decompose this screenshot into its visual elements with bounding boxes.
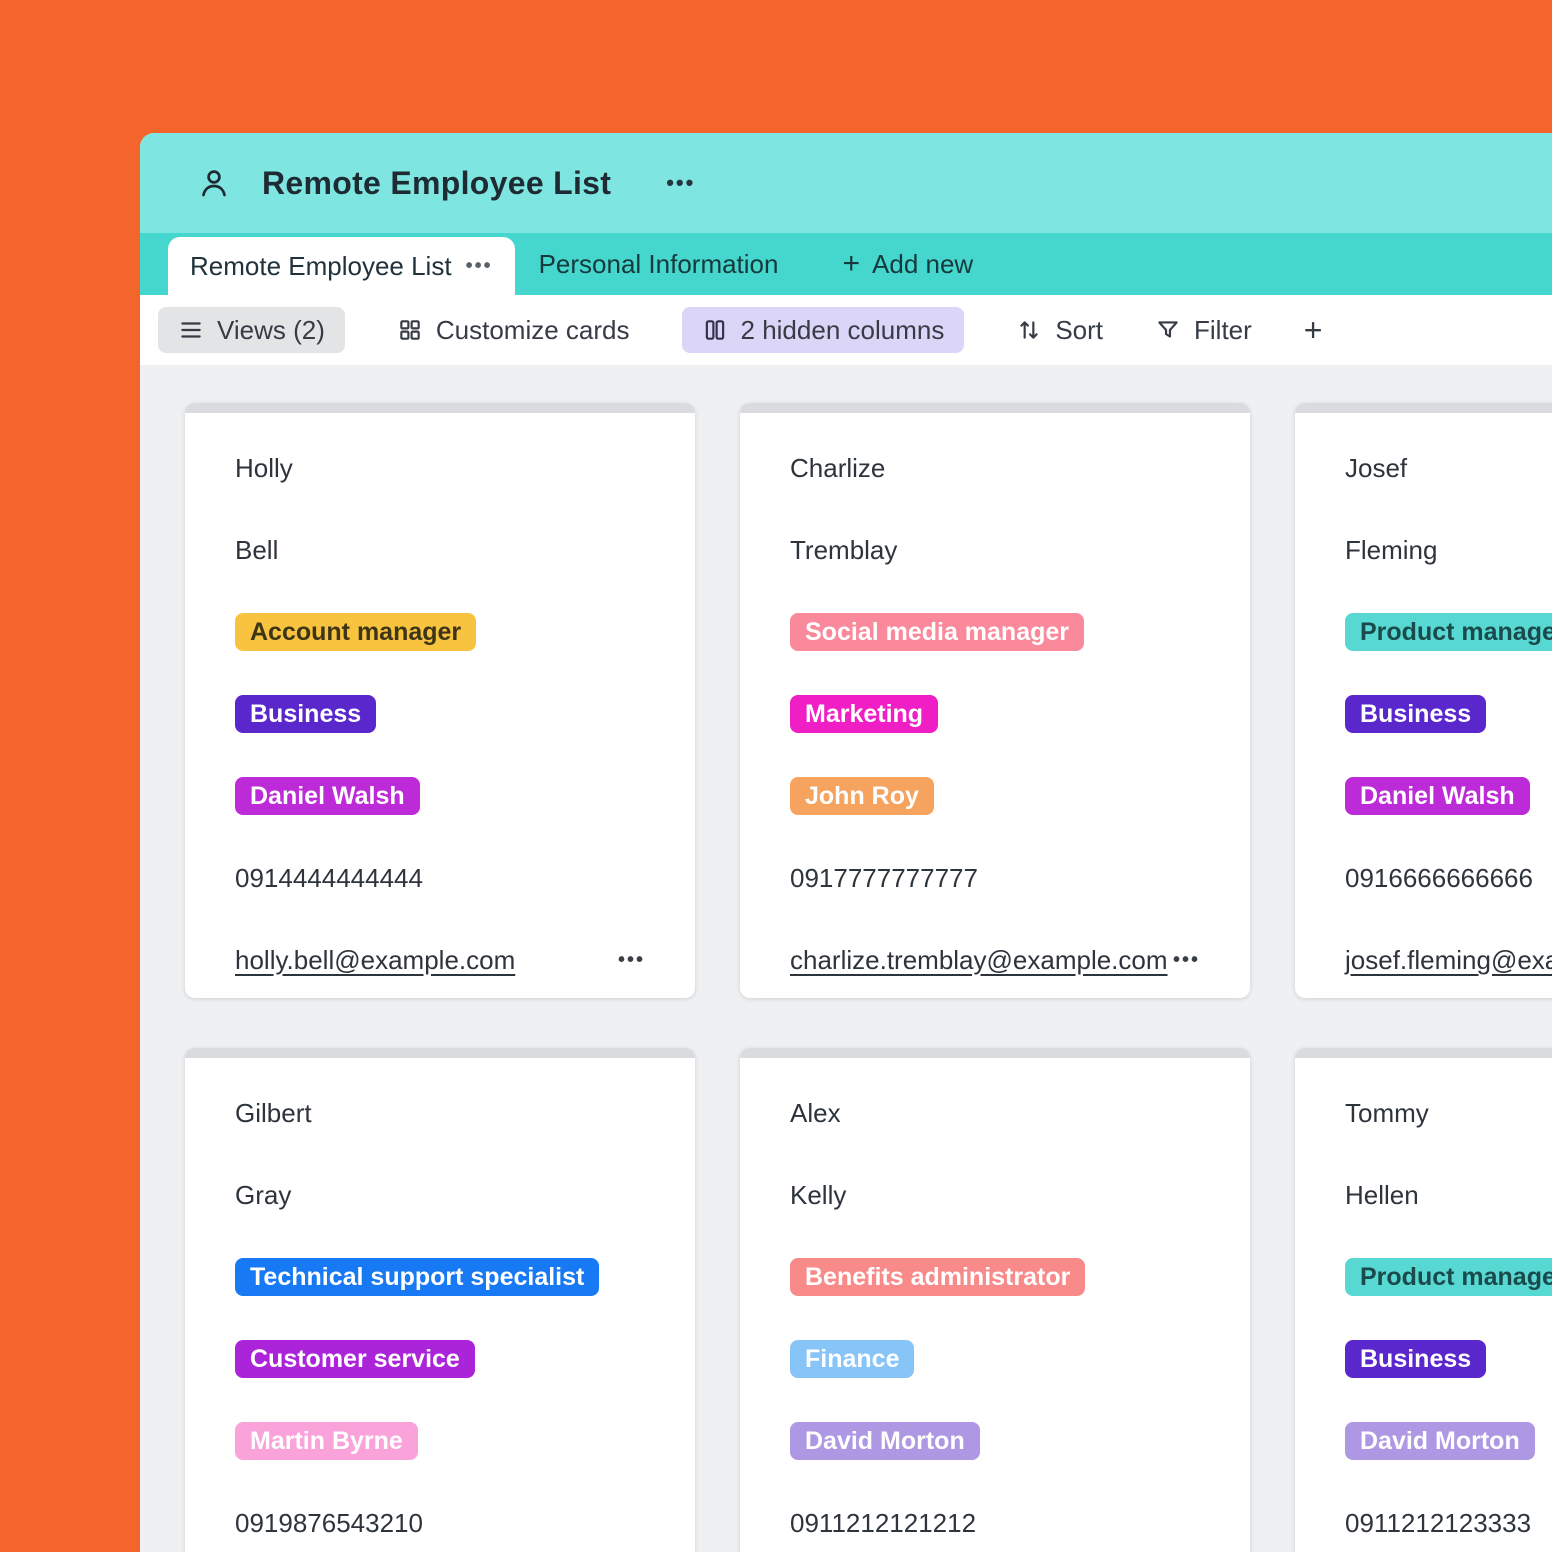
employee-card[interactable]: Alex Kelly Benefits administrator Financ…	[740, 1048, 1250, 1552]
page-title: Remote Employee List	[262, 164, 612, 201]
filter-button[interactable]: Filter	[1155, 315, 1252, 346]
plus-icon: +	[842, 247, 861, 280]
person-icon	[196, 165, 232, 201]
add-new-label: Add new	[872, 248, 974, 279]
employee-last-name: Hellen	[1345, 1179, 1419, 1210]
grid-icon	[397, 317, 423, 343]
card-grip	[740, 403, 1250, 413]
employee-first-name: Tommy	[1345, 1097, 1429, 1128]
sort-label: Sort	[1055, 314, 1104, 345]
customize-cards-label: Customize cards	[435, 314, 630, 345]
list-lines-icon	[178, 317, 204, 343]
card-menu-icon[interactable]: •••	[617, 948, 645, 971]
employee-card[interactable]: Tommy Hellen Product manager Business Da…	[1295, 1048, 1552, 1552]
employee-phone: 0916666666666	[1345, 862, 1533, 893]
employee-last-name: Kelly	[790, 1179, 847, 1210]
employee-phone: 0919876543210	[235, 1507, 423, 1538]
manager-badge: David Morton	[1345, 1422, 1535, 1460]
cards-row: Gilbert Gray Technical support specialis…	[185, 1048, 1552, 1552]
department-badge: Finance	[790, 1340, 915, 1378]
cards-gallery: Holly Bell Account manager Business Dani…	[140, 365, 1552, 1552]
employee-card[interactable]: Holly Bell Account manager Business Dani…	[185, 403, 695, 998]
filter-label: Filter	[1194, 314, 1252, 345]
tab-bar: Remote Employee List ••• Personal Inform…	[140, 233, 1552, 295]
plus-icon: +	[1303, 311, 1323, 348]
hidden-columns-button[interactable]: 2 hidden columns	[681, 307, 965, 353]
manager-badge: John Roy	[790, 777, 934, 815]
sort-button[interactable]: Sort	[1016, 315, 1103, 346]
views-button[interactable]: Views (2)	[158, 307, 345, 353]
manager-badge: David Morton	[790, 1422, 980, 1460]
department-badge: Business	[1345, 1340, 1487, 1378]
manager-badge: Daniel Walsh	[1345, 777, 1530, 815]
employee-card[interactable]: Gilbert Gray Technical support specialis…	[185, 1048, 695, 1552]
employee-email-link[interactable]: charlize.tremblay@example.com	[790, 944, 1168, 975]
role-badge: Technical support specialist	[235, 1258, 600, 1296]
employee-first-name: Alex	[790, 1097, 841, 1128]
employee-first-name: Charlize	[790, 452, 886, 483]
card-menu-icon[interactable]: •••	[1172, 948, 1200, 971]
employee-first-name: Gilbert	[235, 1097, 312, 1128]
employee-last-name: Fleming	[1345, 534, 1438, 565]
tab-personal-information[interactable]: Personal Information	[538, 248, 779, 279]
employee-phone: 0914444444444	[235, 862, 423, 893]
card-grip	[185, 1048, 695, 1058]
manager-badge: Martin Byrne	[235, 1422, 418, 1460]
employee-phone: 0917777777777	[790, 862, 978, 893]
employee-phone: 0911212123333	[1345, 1507, 1532, 1538]
manager-badge: Daniel Walsh	[235, 777, 420, 815]
funnel-icon	[1155, 317, 1181, 343]
role-badge: Social media manager	[790, 613, 1085, 651]
card-grip	[1295, 1048, 1552, 1058]
employee-last-name: Tremblay	[790, 534, 898, 565]
tab-label: Remote Employee List	[190, 250, 452, 281]
employee-phone: 0911212121212	[790, 1507, 977, 1538]
add-view-element-button[interactable]: +	[1304, 312, 1323, 349]
role-badge: Product manager	[1345, 613, 1552, 651]
add-new-tab-button[interactable]: + Add new	[842, 233, 973, 295]
columns-icon	[702, 317, 728, 343]
employee-last-name: Bell	[235, 534, 279, 565]
app-header: Remote Employee List •••	[140, 133, 1552, 233]
employee-email-link[interactable]: holly.bell@example.com	[235, 944, 516, 975]
card-grip	[185, 403, 695, 413]
toolbar: Views (2) Customize cards 2 hidden colum…	[140, 295, 1552, 365]
cards-row: Holly Bell Account manager Business Dani…	[185, 403, 1552, 998]
employee-first-name: Josef	[1345, 452, 1408, 483]
role-badge: Account manager	[235, 613, 477, 651]
tab-menu-icon[interactable]: •••	[465, 254, 493, 277]
department-badge: Business	[1345, 695, 1487, 733]
employee-card[interactable]: Josef Fleming Product manager Business D…	[1295, 403, 1552, 998]
department-badge: Marketing	[790, 695, 939, 733]
employee-card[interactable]: Charlize Tremblay Social media manager M…	[740, 403, 1250, 998]
card-grip	[740, 1048, 1250, 1058]
customize-cards-button[interactable]: Customize cards	[397, 315, 630, 346]
department-badge: Business	[235, 695, 377, 733]
header-menu-icon[interactable]: •••	[666, 170, 696, 195]
role-badge: Product manager	[1345, 1258, 1552, 1296]
role-badge: Benefits administrator	[790, 1258, 1086, 1296]
views-label: Views (2)	[217, 314, 325, 345]
employee-last-name: Gray	[235, 1179, 292, 1210]
employee-first-name: Holly	[235, 452, 293, 483]
app-window: Remote Employee List ••• Remote Employee…	[140, 133, 1552, 1552]
department-badge: Customer service	[235, 1340, 475, 1378]
hidden-columns-label: 2 hidden columns	[740, 314, 945, 345]
card-grip	[1295, 403, 1552, 413]
sort-arrows-icon	[1016, 317, 1042, 343]
tab-remote-employee-list[interactable]: Remote Employee List •••	[168, 237, 515, 295]
employee-email-link[interactable]: josef.fleming@example.com	[1345, 944, 1552, 975]
